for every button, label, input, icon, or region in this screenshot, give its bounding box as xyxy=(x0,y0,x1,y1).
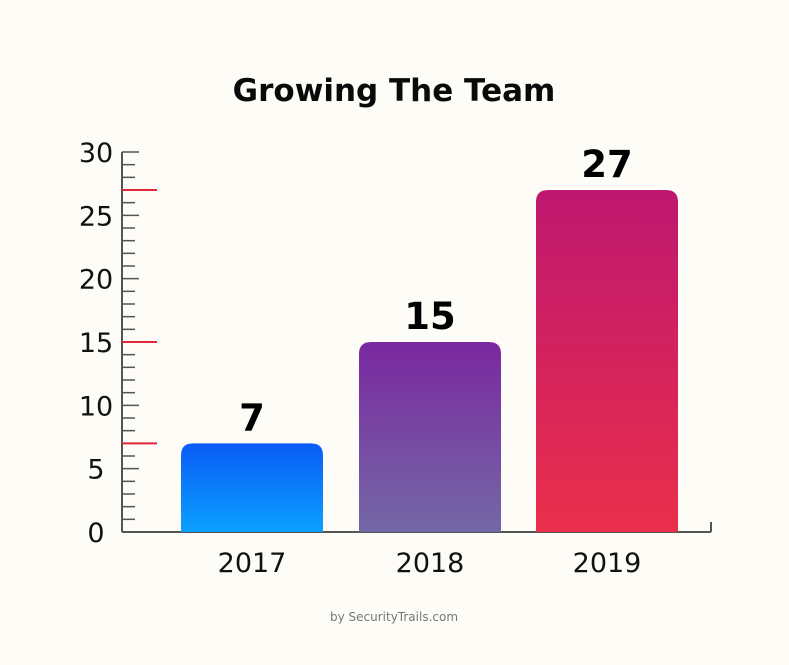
x-axis: 2017 2018 2019 xyxy=(122,522,712,579)
y-tick-label: 20 xyxy=(79,265,113,296)
data-label-2017: 7 xyxy=(239,396,265,439)
x-tick-label-2018: 2018 xyxy=(396,548,465,579)
x-tick-label-2017: 2017 xyxy=(218,548,287,579)
bar-2018 xyxy=(359,342,501,532)
bar-2019 xyxy=(536,190,678,532)
x-tick-label-2019: 2019 xyxy=(573,548,642,579)
chart-title: Growing The Team xyxy=(233,73,556,109)
data-label-2018: 15 xyxy=(404,295,456,338)
y-tick-label: 0 xyxy=(87,518,104,549)
y-tick-label: 30 xyxy=(79,138,113,169)
y-tick-label: 10 xyxy=(79,391,113,422)
data-label-2019: 27 xyxy=(581,143,633,186)
y-tick-label: 25 xyxy=(79,201,113,232)
bar-2017 xyxy=(181,443,323,532)
y-tick-label: 5 xyxy=(87,455,104,486)
y-axis: 0 5 10 15 20 25 30 xyxy=(79,138,157,549)
credit-text: by SecurityTrails.com xyxy=(330,610,458,624)
y-tick-label: 15 xyxy=(79,328,113,359)
bars: 7 15 27 xyxy=(181,143,678,532)
